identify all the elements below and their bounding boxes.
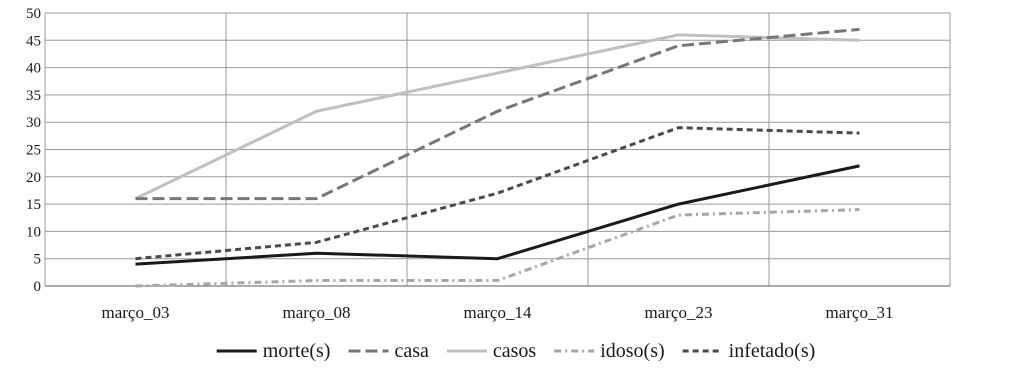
y-tick-label: 20 [26,170,41,186]
series-line-morte-s [135,164,860,266]
x-tick-label: março_03 [102,303,170,322]
x-tick-label: março_31 [826,303,894,322]
y-tick-label: 45 [26,33,41,49]
legend-label-idoso-s: idoso(s) [600,340,664,362]
y-tick-label: 10 [26,224,41,240]
series-layer [134,27,860,288]
y-tick-label: 35 [26,88,41,104]
axis-layer: 0 5 10 15 20 25 30 35 40 45 50 março_03 março_08 març… [26,6,950,322]
legend-label-morte-s: morte(s) [263,340,331,362]
series-line-idoso-s [135,208,860,288]
legend-label-infetado-s: infetado(s) [729,340,816,362]
legend-label-casa: casa [394,340,429,362]
series-line-casos [134,33,860,200]
series-line-casa [135,27,860,201]
x-tick-label: março_23 [645,303,713,322]
legend: morte(s) casa casos idoso(s) infetado(s) [216,340,816,362]
grid-layer [44,12,951,287]
y-tick-label: 15 [26,197,41,213]
y-tick-label: 0 [34,279,42,295]
y-tick-label: 25 [26,143,41,159]
y-tick-label: 30 [26,115,41,131]
legend-label-casos: casos [493,340,537,362]
series-line-infetado-s [135,126,860,261]
y-tick-label: 40 [26,61,41,77]
x-tick-label: março_08 [283,303,351,322]
y-tick-label: 50 [26,6,41,22]
x-tick-label: março_14 [464,303,532,322]
y-tick-label: 5 [34,252,42,268]
